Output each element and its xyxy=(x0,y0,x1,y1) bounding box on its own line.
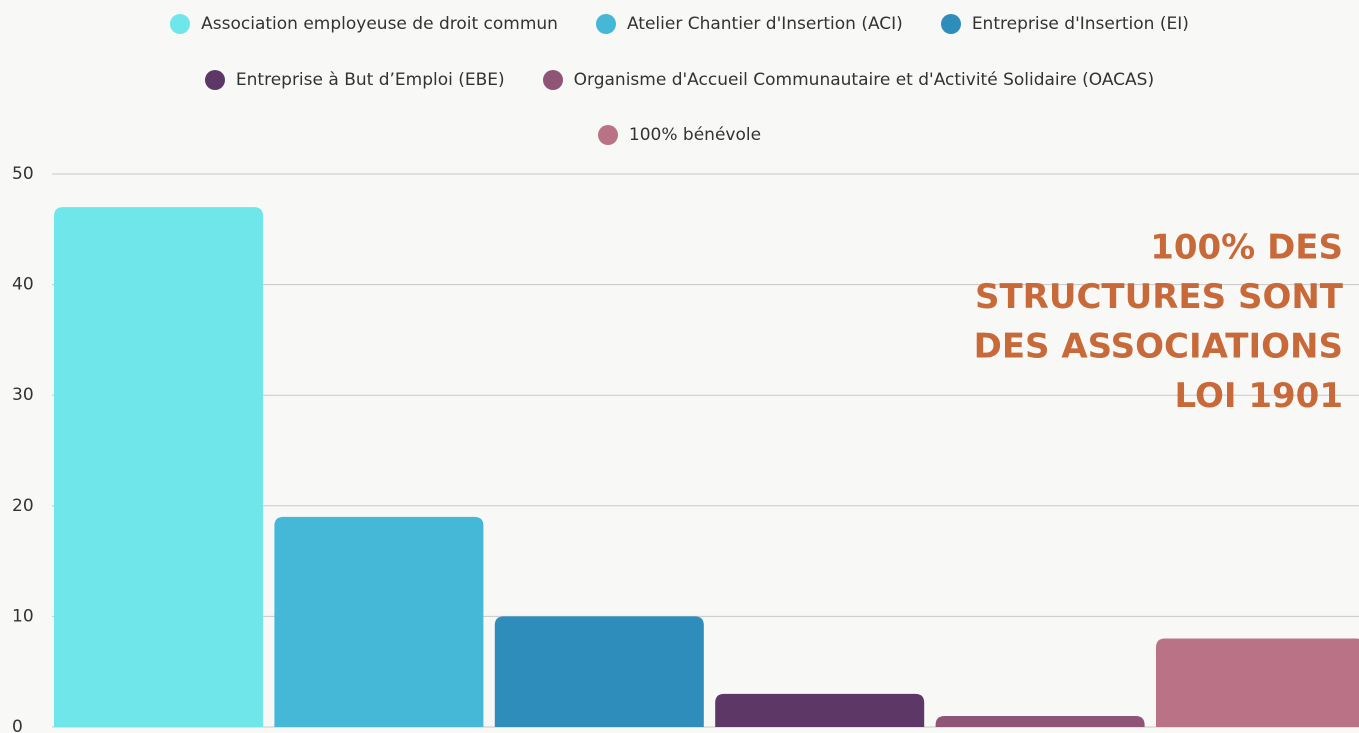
legend-swatch xyxy=(170,14,191,34)
y-tick-label: 10 xyxy=(12,606,34,626)
y-tick-label: 30 xyxy=(12,385,34,405)
legend-swatch xyxy=(595,14,616,34)
annotation: STRUCTURES SONT xyxy=(975,277,1344,317)
bar xyxy=(715,693,925,727)
bar xyxy=(935,715,1145,727)
legend-row: Association employeuse de droit commun At… xyxy=(0,0,1359,52)
legend-item: 100% bénévole xyxy=(597,124,762,145)
legend-row: 100% bénévole xyxy=(0,107,1359,162)
legend-label: Organisme d'Accueil Communautaire et d'A… xyxy=(573,69,1155,90)
legend-swatch xyxy=(597,124,618,145)
bar xyxy=(1156,638,1359,727)
legend-item: Entreprise d'Insertion (EI) xyxy=(940,14,1189,34)
legend-item: Entreprise à But d’Emploi (EBE) xyxy=(204,69,505,90)
y-tick-label: 50 xyxy=(12,164,34,184)
legend-item: Atelier Chantier d'Insertion (ACI) xyxy=(595,14,903,34)
legend-label: Atelier Chantier d'Insertion (ACI) xyxy=(626,14,903,34)
legend-label: 100% bénévole xyxy=(628,124,762,145)
legend: Association employeuse de droit commun At… xyxy=(0,0,1359,162)
legend-row: Entreprise à But d’Emploi (EBE) Organisme… xyxy=(0,52,1359,107)
annotation: DES ASSOCIATIONS xyxy=(974,327,1343,367)
legend-item: Association employeuse de droit commun xyxy=(170,14,558,34)
y-tick-label: 0 xyxy=(12,717,23,733)
annotation: LOI 1901 xyxy=(1175,376,1343,416)
y-tick-label: 20 xyxy=(12,496,34,516)
legend-swatch xyxy=(204,69,225,90)
y-tick-label: 40 xyxy=(12,275,34,295)
legend-label: Entreprise à But d’Emploi (EBE) xyxy=(235,69,505,90)
annotation: 100% DES xyxy=(1150,228,1343,268)
bar xyxy=(494,616,704,727)
bar xyxy=(274,516,484,727)
legend-label: Entreprise d'Insertion (EI) xyxy=(971,14,1189,34)
legend-swatch xyxy=(542,69,563,90)
bar xyxy=(54,207,263,727)
legend-label: Association employeuse de droit commun xyxy=(201,14,558,34)
legend-item: Organisme d'Accueil Communautaire et d'A… xyxy=(542,69,1155,90)
legend-swatch xyxy=(940,14,961,34)
